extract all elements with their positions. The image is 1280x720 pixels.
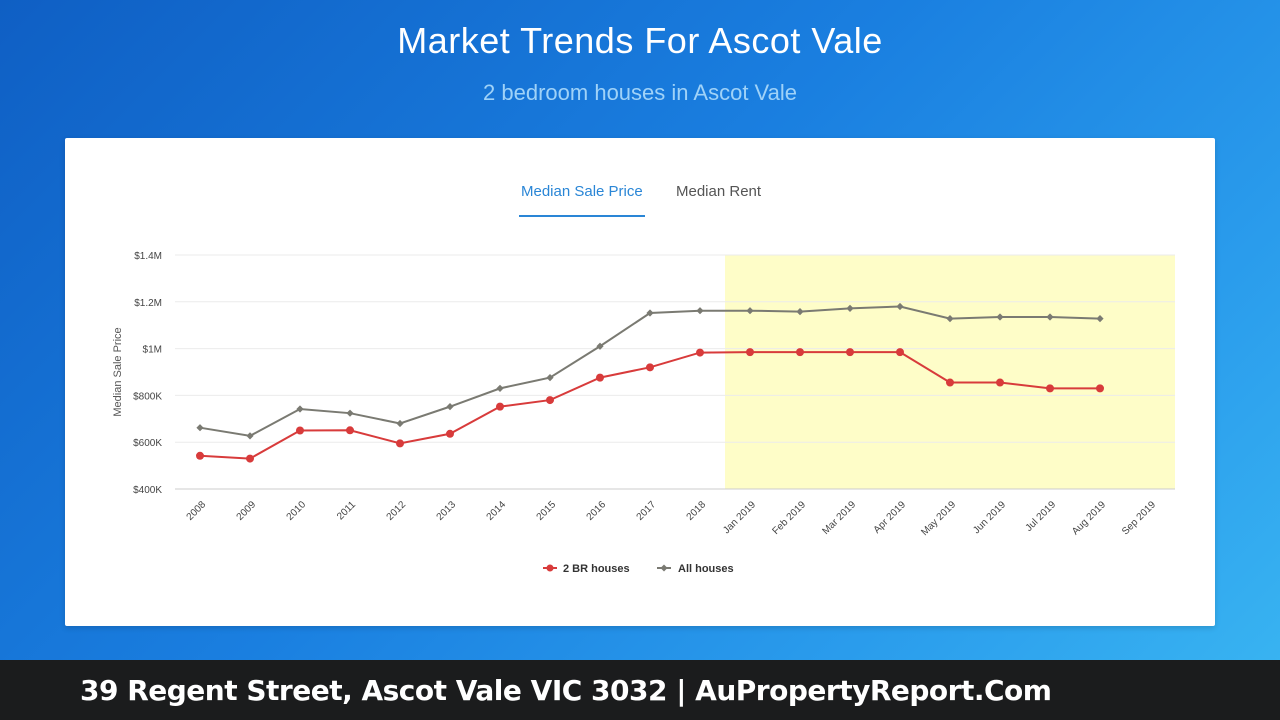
forecast-highlight-region — [725, 255, 1175, 489]
data-point-2br-houses — [746, 348, 754, 357]
data-point-2br-houses — [696, 348, 704, 357]
data-point-2br-houses — [896, 348, 904, 357]
y-tick-label: $800K — [133, 391, 162, 402]
x-tick-label: 2009 — [235, 499, 259, 523]
data-point-2br-houses — [646, 363, 654, 372]
data-point-all-houses — [996, 313, 1004, 321]
data-point-all-houses — [496, 384, 504, 392]
legend-label-all-houses: All houses — [678, 563, 734, 575]
data-point-2br-houses — [846, 348, 854, 357]
page-subtitle: 2 bedroom houses in Ascot Vale — [483, 80, 797, 105]
data-point-all-houses — [696, 307, 704, 315]
data-point-2br-houses — [346, 426, 354, 435]
y-tick-label: $600K — [133, 438, 162, 449]
data-point-2br-houses — [546, 396, 554, 405]
data-point-2br-houses — [1096, 384, 1104, 393]
data-point-all-houses — [746, 307, 754, 315]
x-tick-label: 2013 — [435, 499, 459, 523]
x-tick-label: 2017 — [635, 499, 659, 523]
y-tick-label: $1.2M — [134, 298, 162, 309]
chart-card: Median Sale Price Median Rent $400K $600K… — [65, 138, 1215, 626]
data-point-2br-houses — [996, 378, 1004, 387]
x-tick-label: 2008 — [185, 499, 209, 523]
data-point-all-houses — [196, 424, 204, 432]
x-tick-label: 2016 — [585, 499, 609, 523]
y-tick-label: $400K — [133, 485, 162, 496]
x-tick-label: Jul 2019 — [1024, 499, 1059, 534]
x-tick-label: Sep 2019 — [1120, 499, 1158, 537]
data-point-2br-houses — [1046, 384, 1054, 393]
x-tick-label: 2018 — [685, 499, 709, 523]
x-tick-label: May 2019 — [919, 499, 958, 538]
data-point-all-houses — [846, 304, 854, 312]
data-point-all-houses — [796, 308, 804, 316]
data-point-all-houses — [296, 405, 304, 413]
x-tick-label: Mar 2019 — [820, 499, 858, 537]
data-point-2br-houses — [796, 348, 804, 357]
y-tick-label: $1M — [143, 345, 162, 356]
data-point-all-houses — [1096, 315, 1104, 323]
data-point-2br-houses — [946, 378, 954, 387]
data-point-all-houses — [346, 409, 354, 417]
legend-marker-all-houses — [660, 564, 668, 572]
footer-address: 39 Regent Street, Ascot Vale VIC 3032 | … — [80, 674, 1052, 707]
x-tick-label: 2010 — [285, 499, 309, 523]
data-point-2br-houses — [246, 454, 254, 463]
x-tick-label: 2015 — [535, 499, 559, 523]
page-title: Market Trends For Ascot Vale — [397, 20, 883, 61]
chart-tabs: Median Sale Price Median Rent — [65, 182, 1215, 217]
tab-median-rent[interactable]: Median Rent — [676, 183, 762, 200]
line-chart: $400K $600K $800K $1M $1.2M $1.4M Median Sale … — [112, 251, 1175, 575]
data-point-all-houses — [246, 432, 254, 440]
data-point-2br-houses — [196, 451, 204, 460]
y-axis-label: Median Sale Price — [112, 327, 124, 416]
x-tick-label: 2012 — [385, 499, 409, 523]
x-tick-label: Aug 2019 — [1070, 499, 1108, 537]
data-point-all-houses — [446, 403, 454, 411]
x-tick-label: 2011 — [335, 499, 358, 522]
data-point-2br-houses — [296, 426, 304, 435]
x-tick-label: Jun 2019 — [971, 499, 1008, 536]
footer-bar: 39 Regent Street, Ascot Vale VIC 3032 | … — [0, 660, 1280, 720]
y-tick-label: $1.4M — [134, 251, 162, 262]
legend-label-2br-houses: 2 BR houses — [563, 563, 630, 575]
data-point-all-houses — [396, 419, 404, 428]
data-point-all-houses — [596, 342, 604, 350]
data-point-2br-houses — [396, 439, 404, 448]
data-point-all-houses — [946, 315, 954, 323]
x-tick-label: 2014 — [485, 499, 509, 523]
data-point-2br-houses — [496, 402, 504, 411]
data-point-2br-houses — [596, 373, 604, 382]
tab-median-sale-price[interactable]: Median Sale Price — [519, 182, 645, 217]
data-point-2br-houses — [446, 429, 454, 438]
x-tick-label: Apr 2019 — [872, 499, 909, 536]
x-tick-label: Feb 2019 — [770, 499, 808, 537]
legend-marker-2br-houses — [546, 564, 554, 572]
x-tick-label: Jan 2019 — [721, 499, 758, 536]
